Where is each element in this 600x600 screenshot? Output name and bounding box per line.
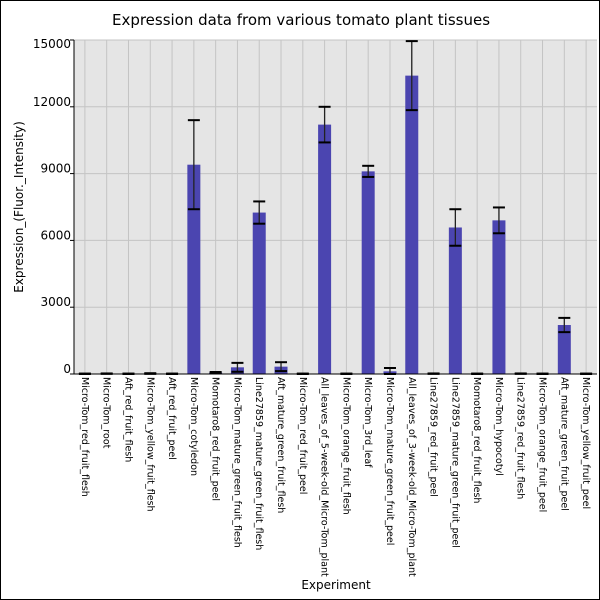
x-tick-label: Micro-Tom_orange_fruit_flesh: [340, 377, 351, 515]
x-tick-label: Line27859_mature_green_fruit_peel: [449, 377, 460, 548]
x-tick-label: Micro-Tom_hypocotyl: [493, 377, 504, 476]
x-tick-label: Micro-Tom_cotyledon: [188, 377, 199, 476]
x-tick-label: Momotaro8_red_fruit_peel: [210, 377, 221, 501]
x-tick-label: Aft_red_fruit_flesh: [122, 377, 133, 462]
x-tick-label: Micro-Tom_orange_fruit_peel: [537, 377, 548, 512]
bar: [252, 212, 266, 374]
x-tick-label: Aft_mature_green_fruit_peel: [558, 377, 569, 511]
y-tick-label: 0: [63, 362, 71, 376]
y-tick-label: 3000: [40, 295, 71, 309]
bar: [557, 325, 571, 374]
x-tick-label: Micro-Tom_mature_green_fruit_peel: [384, 377, 395, 545]
x-tick-label: All_leaves_of_5-week-old_Micro-Tom_plant: [319, 377, 330, 577]
x-tick-label: Micro-Tom_red_fruit_peel: [297, 377, 308, 494]
chart-title: Expression data from various tomato plan…: [111, 11, 491, 29]
x-tick-label: Aft_mature_green_fruit_flesh: [275, 377, 286, 513]
y-tick-label: 15000: [33, 37, 71, 51]
x-tick-label: Line27859_mature_green_fruit_flesh: [253, 377, 264, 550]
x-tick-label: Micro-Tom_mature_green_fruit_flesh: [231, 377, 242, 548]
x-tick-label: Momotaro8_red_fruit_flesh: [471, 377, 482, 503]
bar: [187, 164, 201, 374]
x-tick-label: Line27859_red_fruit_peel: [428, 377, 439, 497]
x-tick-label: Micro-Tom_root: [101, 377, 112, 449]
x-tick-label: Micro-Tom_3rd_leaf: [362, 377, 373, 468]
y-tick-label: 9000: [40, 162, 71, 176]
x-tick-label: Aft_red_fruit_peel: [166, 377, 177, 460]
y-tick-label: 12000: [33, 95, 71, 109]
x-tick-label: Line27859_red_fruit_flesh: [515, 377, 526, 499]
y-tick-label: 6000: [40, 228, 71, 242]
bar: [361, 171, 375, 374]
x-tick-label: Micro-Tom_yellow_fruit_flesh: [144, 377, 155, 512]
x-tick-label: All_leaves_of_3-week-old_Micro-Tom_plant: [406, 377, 417, 577]
bar: [448, 227, 462, 374]
bar: [492, 220, 506, 374]
bar: [318, 124, 332, 374]
plot-area: [74, 40, 597, 374]
x-tick-label: Micro-Tom_red_fruit_flesh: [79, 377, 90, 497]
x-axis-label: Experiment: [301, 578, 371, 592]
x-tick-label: Micro-Tom_yellow_fruit_peel: [580, 377, 591, 509]
bar: [405, 75, 419, 375]
